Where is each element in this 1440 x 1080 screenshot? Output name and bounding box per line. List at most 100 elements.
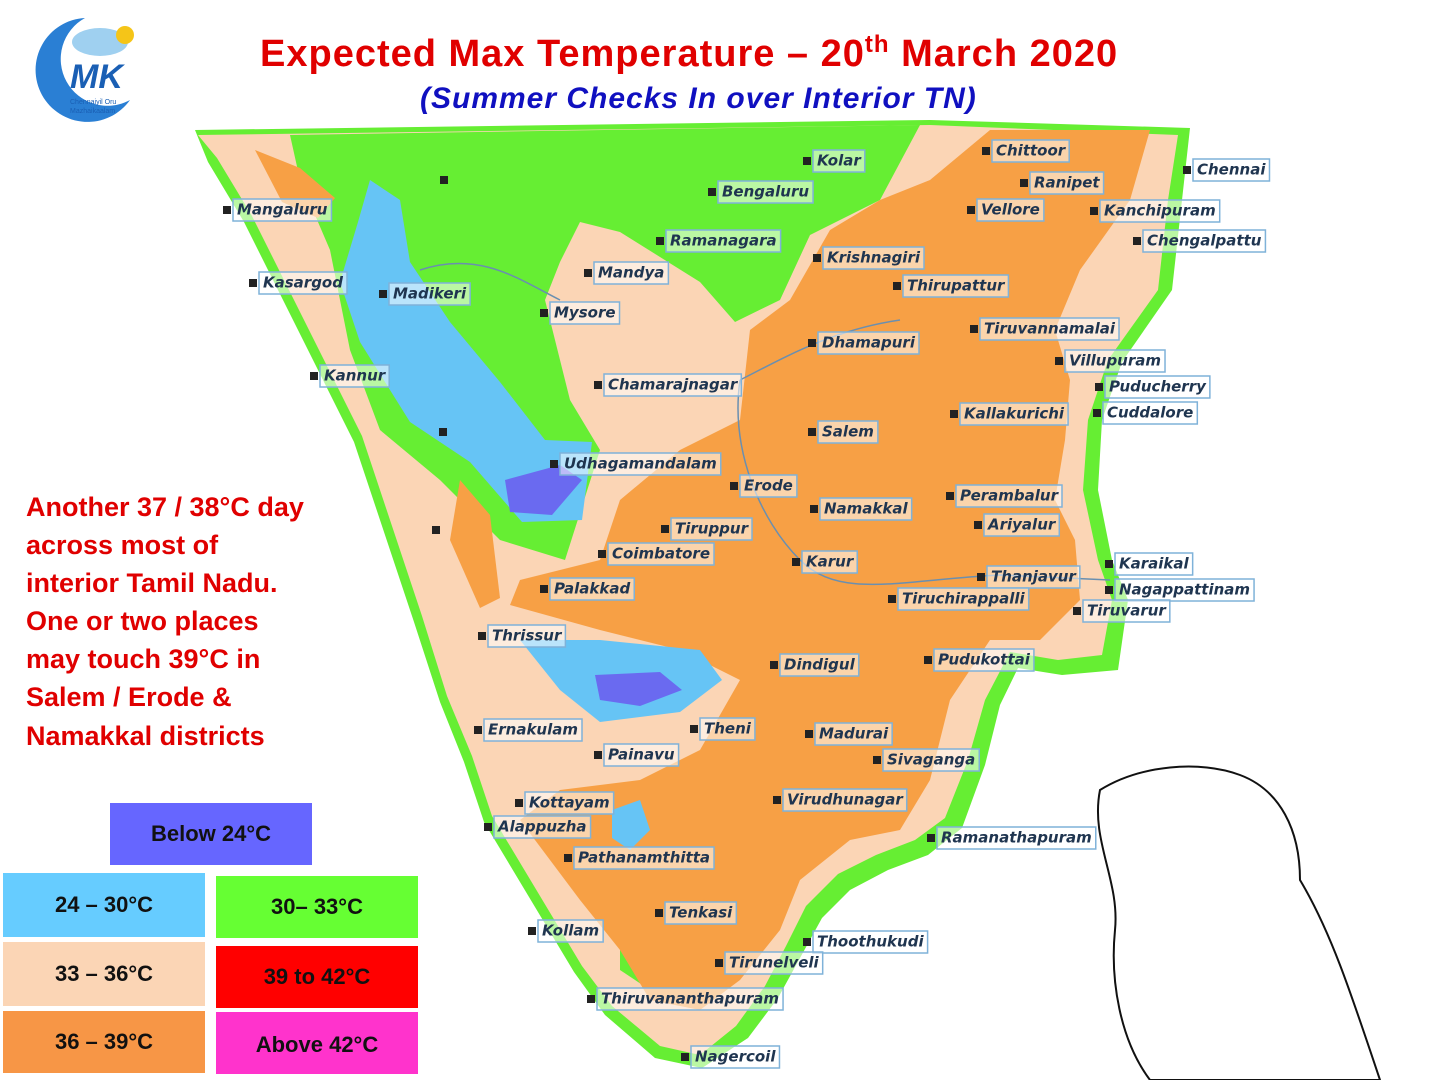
town-marker [515,799,523,807]
town-marker [528,927,536,935]
city-box [524,791,615,815]
legend-swatch [110,803,312,865]
town-marker [1095,383,1103,391]
legend-label: Below 24°C [151,821,271,846]
city-box [670,517,753,541]
city-label: Theni [704,720,752,738]
note-line: across most of [26,530,219,560]
city-box [537,919,604,943]
city-label: Ariyalur [987,516,1057,534]
town-marker [730,482,738,490]
note-line: Namakkal districts [26,721,265,751]
city-box [559,452,722,476]
city-label: Karaikal [1119,555,1190,573]
town-marker [1055,357,1063,365]
town-marker [808,428,816,436]
logo-caption: Chennaiyil Oru [70,99,116,106]
town-marker [690,725,698,733]
town-marker [584,269,592,277]
town-marker [587,995,595,1003]
town-marker [484,823,492,831]
logo-text: MK [70,58,125,96]
town-marker [715,959,723,967]
city-label: Palakkad [554,580,630,598]
town-marker [1133,237,1141,245]
city-label: Tenkasi [669,904,733,922]
city-label: Madurai [819,725,889,743]
city-label: Kolar [817,152,862,170]
city-label: Pudukottai [938,651,1031,669]
city-label: Tiruvannamalai [984,320,1116,338]
city-box [1029,171,1105,195]
town-marker [808,339,816,347]
city-box [814,722,893,746]
city-box [664,901,738,925]
city-box [1142,229,1267,253]
city-box [983,513,1061,537]
town-marker [1020,179,1028,187]
city-label: Mysore [554,304,616,322]
city-box [1099,199,1221,223]
city-box [812,930,929,954]
town-marker [550,460,558,468]
city-box [817,331,920,355]
city-box [1064,349,1166,373]
city-label: Karur [806,553,855,571]
town-marker [770,661,778,669]
city-label: Erode [744,477,793,495]
city-box [607,542,715,566]
city-label: Nagappattinam [1119,581,1250,599]
city-label: Villupuram [1069,352,1161,370]
town-marker [810,505,818,513]
city-box [1102,401,1199,425]
legend-swatch [3,1011,205,1073]
city-label: Dhamapuri [822,334,916,352]
city-box [487,624,567,648]
city-label: Tiruvarur [1087,602,1167,620]
title-main: Expected Max Temperature – 20 [260,33,865,75]
city-label: Virudhunagar [787,791,904,809]
city-box [690,1045,781,1069]
city-label: Tiruppur [675,520,750,538]
town-marker [656,237,664,245]
city-box [936,826,1097,850]
town-marker [873,756,881,764]
city-box [319,364,390,388]
city-box [933,648,1035,672]
city-label: Pathanamthitta [578,849,710,867]
town-marker [594,381,602,389]
town-marker [478,632,486,640]
town-marker [249,279,257,287]
city-label: Painavu [608,746,675,764]
city-label: Kasargod [263,274,343,292]
town-marker [977,573,985,581]
city-box [549,577,635,601]
city-box [979,317,1120,341]
town-marker [805,730,813,738]
town-marker [439,428,447,436]
legend-swatch [216,876,418,938]
town-marker [1093,409,1101,417]
city-box [232,198,333,222]
city-box [817,420,879,444]
town-marker [708,188,716,196]
city-box [991,139,1070,163]
city-label: Sivaganga [887,751,975,769]
legend-label: Above 42°C [256,1032,379,1057]
title-end: March 2020 [890,33,1119,75]
city-label: Alappuzha [497,818,587,836]
city-label: Ramanagara [670,232,777,250]
city-label: Krishnagiri [827,249,921,267]
city-label: Chennai [1197,161,1266,179]
city-label: Chittoor [996,142,1067,160]
city-label: Cuddalore [1107,404,1193,422]
city-box [819,497,913,521]
note-line: may touch 39°C in [26,644,260,674]
city-box [822,246,925,270]
city-box [549,301,621,325]
city-label: Chengalpattu [1147,232,1262,250]
city-label: Thirupattur [907,277,1006,295]
city-label: Kottayam [529,794,610,812]
town-marker [792,558,800,566]
town-marker [474,726,482,734]
